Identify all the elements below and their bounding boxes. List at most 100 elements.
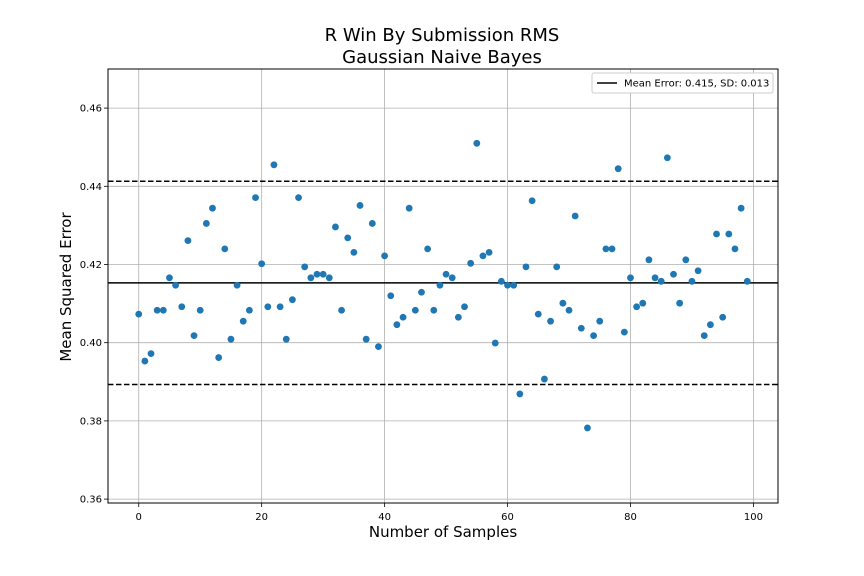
- data-point: [522, 263, 530, 271]
- data-point: [497, 277, 505, 285]
- legend-box: [591, 72, 774, 94]
- data-point: [190, 332, 198, 340]
- data-point: [442, 270, 450, 278]
- data-point: [252, 194, 259, 202]
- y-tick-label: 0.38: [80, 416, 102, 427]
- y-tick-label: 0.46: [80, 104, 102, 115]
- data-point: [430, 306, 438, 314]
- data-point: [436, 281, 444, 289]
- grid-lines: [108, 69, 778, 503]
- data-point: [338, 306, 345, 314]
- data-point: [141, 357, 149, 365]
- data-point: [467, 259, 475, 267]
- x-axis-label: Number of Samples: [369, 523, 517, 541]
- data-point: [627, 274, 634, 282]
- data-point: [166, 274, 173, 282]
- data-point: [461, 303, 468, 311]
- data-point: [737, 204, 745, 212]
- legend: Mean Error: 0.415, SD: 0.013: [591, 72, 774, 94]
- data-point: [577, 324, 585, 332]
- y-tick-label: 0.36: [80, 495, 102, 506]
- y-axis-ticks: 0.36 0.38 0.40 0.42 0.44 0.46: [80, 104, 108, 506]
- data-point: [565, 306, 573, 314]
- data-point: [147, 350, 155, 358]
- data-point: [399, 313, 407, 321]
- data-point: [706, 321, 714, 329]
- data-point: [559, 299, 567, 307]
- data-point: [245, 306, 253, 314]
- data-point: [645, 256, 653, 264]
- data-point: [289, 296, 296, 304]
- x-tick-label: 80: [624, 512, 637, 523]
- data-points: [135, 139, 751, 432]
- data-point: [368, 220, 376, 227]
- data-point: [590, 332, 597, 340]
- data-point: [411, 306, 419, 314]
- data-point: [584, 424, 591, 432]
- data-point: [153, 306, 161, 314]
- data-point: [184, 237, 192, 245]
- data-point: [172, 281, 180, 289]
- x-tick-label: 60: [501, 512, 514, 523]
- data-point: [393, 321, 401, 329]
- data-point: [418, 288, 425, 296]
- data-point: [196, 306, 204, 314]
- data-point: [362, 335, 370, 343]
- data-point: [276, 303, 284, 311]
- data-point: [596, 317, 604, 325]
- data-point: [135, 310, 143, 318]
- data-point: [541, 375, 548, 383]
- x-tick-label: 40: [378, 512, 391, 523]
- data-point: [313, 270, 321, 278]
- data-point: [209, 204, 216, 212]
- data-point: [356, 202, 364, 209]
- data-point: [282, 335, 290, 343]
- x-tick-label: 20: [255, 512, 268, 523]
- data-point: [375, 343, 382, 351]
- data-point: [307, 274, 315, 282]
- data-point: [725, 230, 733, 238]
- y-tick-label: 0.42: [80, 260, 102, 271]
- data-point: [688, 277, 696, 285]
- data-point: [700, 332, 708, 340]
- data-point: [424, 245, 432, 253]
- data-point: [639, 299, 647, 307]
- legend-entry-mean: Mean Error: 0.415, SD: 0.013: [624, 79, 769, 90]
- data-point: [713, 230, 720, 238]
- y-axis-label: Mean Squared Error: [57, 212, 75, 362]
- reference-lines: [108, 180, 778, 386]
- data-point: [547, 317, 554, 325]
- x-axis-ticks: 0 20 40 60 80 100: [136, 503, 763, 523]
- data-point: [694, 267, 702, 275]
- data-point: [608, 245, 616, 253]
- data-point: [387, 292, 395, 300]
- data-point: [651, 274, 659, 282]
- data-point: [473, 139, 481, 147]
- data-point: [332, 223, 339, 231]
- chart-title-line-2: Gaussian Naive Bayes: [342, 47, 542, 68]
- data-point: [663, 154, 671, 162]
- data-point: [682, 256, 690, 264]
- data-point: [479, 252, 487, 260]
- data-point: [719, 313, 727, 321]
- data-point: [344, 234, 352, 242]
- data-point: [510, 281, 518, 289]
- x-tick-label: 100: [744, 512, 763, 523]
- y-tick-label: 0.44: [80, 182, 102, 193]
- data-point: [553, 263, 561, 271]
- data-point: [571, 212, 579, 220]
- data-point: [670, 270, 677, 278]
- data-point: [258, 260, 266, 268]
- data-point: [264, 303, 272, 311]
- data-point: [448, 274, 456, 282]
- x-tick-label: 0: [136, 512, 142, 523]
- data-point: [159, 306, 167, 314]
- data-point: [516, 390, 524, 398]
- data-point: [614, 165, 622, 173]
- data-point: [319, 270, 327, 278]
- data-point: [602, 245, 610, 253]
- data-point: [405, 204, 413, 212]
- data-point: [239, 317, 247, 325]
- data-point: [504, 281, 511, 289]
